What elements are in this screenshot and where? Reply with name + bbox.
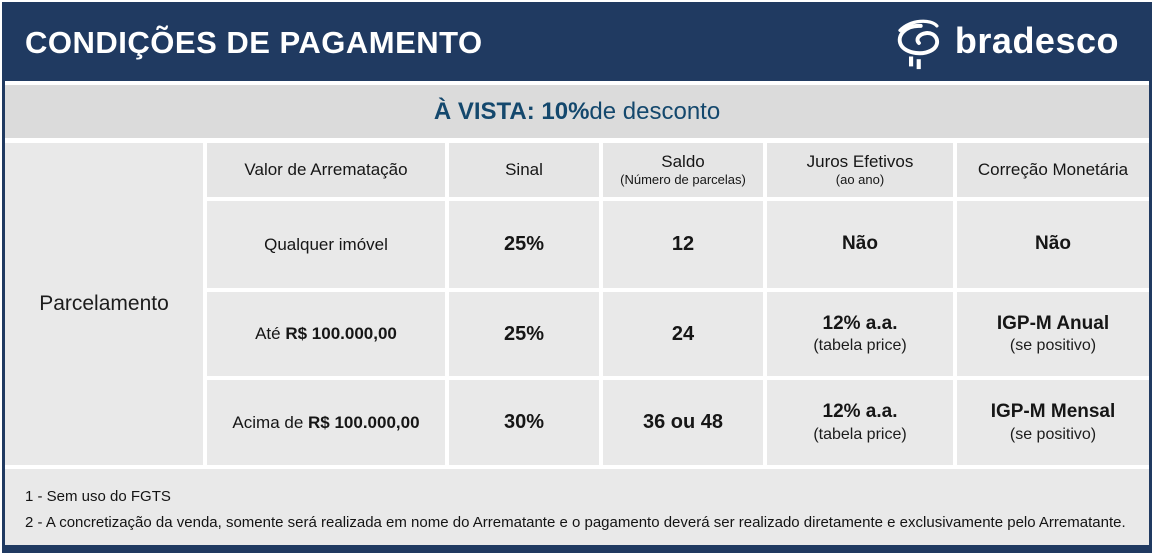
juros-value: 12% a.a.: [822, 401, 898, 423]
col-header-correcao: Correção Monetária: [957, 143, 1149, 197]
col-header-sinal: Sinal: [449, 143, 599, 197]
payment-table: Parcelamento Valor de Arrematação Sinal …: [5, 143, 1149, 465]
table-row-1-saldo: 12: [603, 201, 763, 288]
correcao-value: IGP-M Mensal: [990, 401, 1116, 423]
bradesco-wordmark: bradesco: [954, 20, 1119, 61]
divider: [5, 138, 1149, 143]
correcao-value: Não: [1035, 233, 1071, 255]
valor-amount: R$ 100.000,00: [285, 324, 397, 343]
row-group-label-parcelamento: Parcelamento: [5, 143, 203, 465]
col-header-sublabel: (ao ano): [835, 172, 885, 188]
top-header-bar: CONDIÇÕES DE PAGAMENTO bradesco: [5, 5, 1149, 81]
page-title: CONDIÇÕES DE PAGAMENTO: [25, 25, 483, 60]
table-row-1-sinal: 25%: [449, 201, 599, 288]
table-row-2-saldo: 24: [603, 292, 763, 376]
table-row-1-valor: Qualquer imóvel: [207, 201, 445, 288]
parcelamento-label: Parcelamento: [39, 292, 169, 315]
juros-value: Não: [842, 233, 878, 255]
juros-subvalue: (tabela price): [813, 337, 907, 355]
footnotes: 1 - Sem uso do FGTS 2 - A concretização …: [5, 469, 1149, 545]
divider: [5, 81, 1149, 85]
correcao-subvalue: (se positivo): [1009, 337, 1097, 355]
col-header-label: Sinal: [505, 159, 543, 179]
valor-prefix: Qualquer imóvel: [264, 234, 388, 254]
table-row-1-correcao: Não: [957, 201, 1149, 288]
valor-prefix: Até: [255, 324, 286, 343]
juros-value: 12% a.a.: [822, 312, 898, 334]
col-header-sublabel: (Número de parcelas): [620, 172, 746, 188]
footnote-2: 2 - A concretização da venda, somente se…: [25, 513, 1126, 531]
table-row-2-sinal: 25%: [449, 292, 599, 376]
valor-amount: R$ 100.000,00: [308, 412, 420, 432]
table-row-3-saldo: 36 ou 48: [603, 380, 763, 465]
col-header-juros: Juros Efetivos (ao ano): [767, 143, 953, 197]
divider: [5, 465, 1149, 469]
col-header-label: Correção Monetária: [977, 159, 1129, 179]
table-row-3-valor: Acima de R$ 100.000,00: [207, 380, 445, 465]
table-row-2-correcao: IGP-M Anual (se positivo): [957, 292, 1149, 376]
footnote-1: 1 - Sem uso do FGTS: [25, 488, 171, 505]
cash-discount-banner: À VISTA: 10% de desconto: [5, 85, 1149, 138]
correcao-value: IGP-M Anual: [996, 312, 1110, 334]
table-row-2-valor: Até R$ 100.000,00: [207, 292, 445, 376]
banner-bold-text: À VISTA: 10%: [433, 97, 590, 125]
col-header-valor: Valor de Arrematação: [207, 143, 445, 197]
table-row-1-juros: Não: [767, 201, 953, 288]
col-header-label: Saldo: [661, 151, 705, 171]
col-header-saldo: Saldo (Número de parcelas): [603, 143, 763, 197]
table-row-3-sinal: 30%: [449, 380, 599, 465]
bradesco-tree-icon: [897, 19, 939, 70]
valor-prefix: Acima de: [232, 412, 309, 432]
col-header-label: Juros Efetivos: [806, 151, 914, 171]
bradesco-logo: bradesco: [891, 16, 1119, 70]
juros-subvalue: (tabela price): [813, 425, 907, 443]
table-row-2-juros: 12% a.a. (tabela price): [767, 292, 953, 376]
correcao-subvalue: (se positivo): [1009, 425, 1097, 443]
table-row-3-juros: 12% a.a. (tabela price): [767, 380, 953, 465]
table-row-3-correcao: IGP-M Mensal (se positivo): [957, 380, 1149, 465]
banner-regular-text: de desconto: [589, 97, 721, 125]
col-header-label: Valor de Arrematação: [244, 159, 408, 179]
